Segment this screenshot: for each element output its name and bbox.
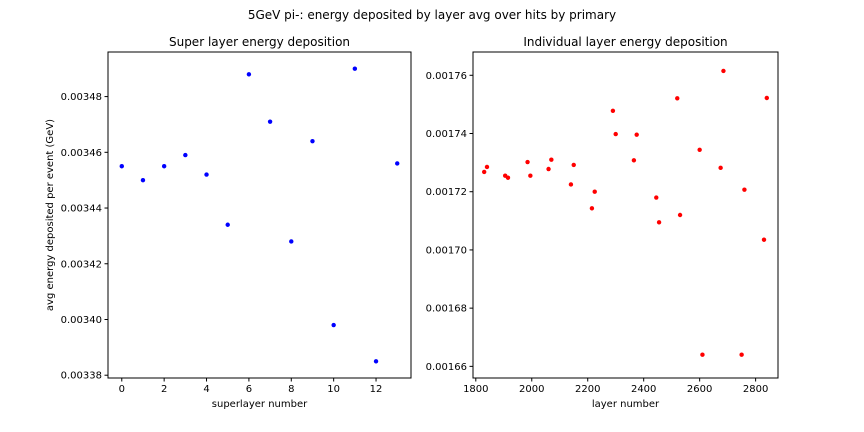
layer-data-point: [549, 157, 554, 162]
superlayer-x-axis-label: superlayer number: [212, 399, 308, 410]
layer-plot: Individual layer energy deposition 1800 2…: [426, 35, 779, 410]
superlayer-y-ticks: 0.00338 0.00340 0.00342 0.00344 0.00346 0.003…: [61, 92, 108, 382]
superlayer-data-point: [204, 172, 209, 177]
layer-data-point: [631, 158, 637, 163]
superlayer-data-point: [352, 66, 358, 71]
layer-data-point: [761, 237, 767, 242]
layer-x-axis-label: layer number: [592, 399, 660, 410]
layer-data-point: [742, 187, 747, 192]
layer-data-point: [721, 68, 726, 74]
superlayer-x-tick-label: 0: [119, 384, 125, 395]
superlayer-y-tick-label: 0.00346: [61, 148, 102, 159]
layer-y-tick-label: 0.00172: [426, 187, 467, 198]
superlayer-data-point: [373, 359, 379, 364]
layer-data-point: [739, 352, 744, 357]
layer-x-tick-label: 2200: [575, 384, 600, 395]
superlayer-data-point: [119, 164, 124, 169]
layer-data-point: [675, 96, 680, 101]
superlayer-data-point: [267, 119, 273, 124]
superlayer-data-point: [161, 164, 167, 169]
layer-data-point: [505, 175, 511, 180]
figure-suptitle: 5GeV pi-: energy deposited by layer avg …: [248, 8, 616, 22]
layer-data-point: [571, 162, 576, 168]
superlayer-x-tick-label: 12: [370, 384, 383, 395]
superlayer-data-point: [331, 322, 336, 328]
layer-x-tick-label: 2600: [687, 384, 712, 395]
superlayer-x-tick-label: 8: [288, 384, 294, 395]
superlayer-y-tick-label: 0.00340: [61, 315, 102, 326]
superlayer-y-tick-label: 0.00342: [61, 259, 102, 270]
layer-data-point: [568, 182, 574, 187]
layer-y-tick-label: 0.00176: [426, 71, 467, 82]
layer-y-tick-label: 0.00168: [426, 304, 467, 315]
layer-plot-frame: [472, 51, 779, 379]
layer-data-point: [656, 220, 662, 225]
layer-data-point: [613, 131, 618, 137]
layer-data-point: [592, 189, 597, 194]
superlayer-data-point: [225, 222, 230, 227]
superlayer-plot-frame: [107, 51, 412, 379]
layer-data-point: [764, 95, 770, 101]
superlayer-data-point: [183, 152, 188, 158]
layer-x-tick-label: 2000: [519, 384, 544, 395]
superlayer-data-point: [140, 177, 146, 183]
superlayer-x-tick-label: 10: [327, 384, 340, 395]
superlayer-y-tick-label: 0.00344: [61, 204, 102, 215]
superlayer-plot: Super layer energy deposition 0 2 4 6 8 10 12 …: [45, 35, 412, 410]
superlayer-y-axis-label: avg energy deposited per event (GeV): [45, 119, 56, 311]
layer-data-point: [677, 212, 683, 218]
layer-data-point: [484, 164, 490, 170]
layer-data-point: [589, 206, 595, 211]
superlayer-x-tick-label: 2: [161, 384, 167, 395]
layer-data-point: [634, 132, 639, 137]
superlayer-data-point: [246, 72, 252, 77]
layer-data-point: [700, 352, 705, 357]
layer-x-tick-label: 2800: [743, 384, 768, 395]
superlayer-data-point: [310, 138, 315, 144]
layer-data-point: [654, 195, 659, 200]
layer-data-point: [481, 169, 487, 175]
layer-x-ticks: 1800 2000 2200 2400 2600 2800: [463, 378, 768, 395]
superlayer-y-tick-label: 0.00348: [61, 92, 102, 103]
layer-data-point: [546, 166, 551, 172]
layer-y-tick-label: 0.00166: [426, 362, 467, 373]
superlayer-plot-title: Super layer energy deposition: [169, 35, 350, 49]
superlayer-x-tick-label: 4: [203, 384, 209, 395]
superlayer-data-point: [289, 239, 294, 244]
layer-x-tick-label: 2400: [631, 384, 656, 395]
superlayer-x-ticks: 0 2 4 6 8 10 12: [119, 378, 383, 395]
superlayer-points: [119, 66, 400, 364]
layer-points: [481, 68, 770, 357]
layer-data-point: [697, 147, 702, 152]
layer-x-tick-label: 1800: [463, 384, 488, 395]
superlayer-data-point: [395, 161, 400, 166]
layer-y-tick-label: 0.00174: [426, 129, 467, 140]
superlayer-x-tick-label: 6: [246, 384, 252, 395]
layer-y-tick-label: 0.00170: [426, 245, 467, 256]
layer-data-point: [525, 159, 530, 165]
layer-y-ticks: 0.00166 0.00168 0.00170 0.00172 0.00174 0.001…: [426, 71, 473, 373]
layer-data-point: [528, 173, 533, 178]
layer-plot-title: Individual layer energy deposition: [523, 35, 727, 49]
superlayer-y-tick-label: 0.00338: [61, 371, 102, 382]
layer-data-point: [718, 165, 723, 171]
layer-data-point: [610, 108, 616, 113]
